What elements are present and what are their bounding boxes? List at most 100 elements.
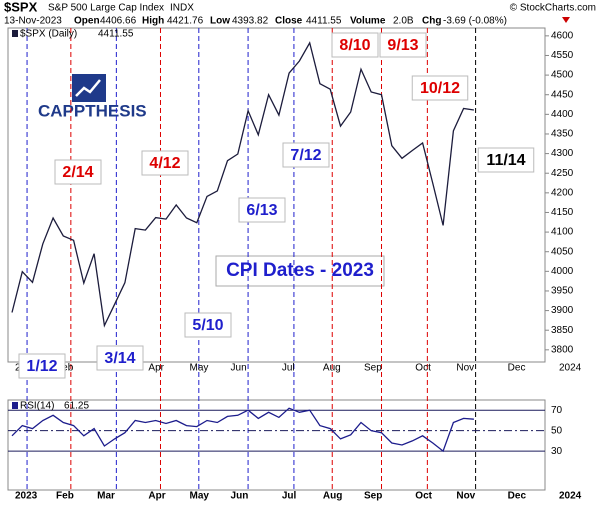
y-tick-label: 3900 bbox=[551, 305, 574, 316]
symbol: $SPX bbox=[4, 0, 38, 14]
logo-text: CAPPTHESIS bbox=[38, 101, 147, 120]
cpi-label: 4/12 bbox=[149, 155, 180, 172]
chg-label: Chg bbox=[422, 16, 441, 27]
cpi-label-box bbox=[18, 353, 66, 379]
cpi-label: 8/10 bbox=[339, 37, 370, 54]
cpi-label: 5/10 bbox=[192, 317, 223, 334]
x-tick-label: Apr bbox=[148, 491, 165, 502]
y-tick-label: 4200 bbox=[551, 187, 574, 198]
y-tick-label: 30 bbox=[551, 446, 563, 457]
cpi-label-box bbox=[331, 32, 379, 58]
price-panel bbox=[7, 27, 546, 363]
cpi-label-box bbox=[141, 150, 189, 176]
cpi-label: 1/12 bbox=[26, 358, 57, 375]
cpi-label-box bbox=[282, 142, 330, 168]
y-tick-label: 3800 bbox=[551, 344, 574, 355]
cpi-label-box bbox=[379, 32, 427, 58]
cpi-label-box bbox=[54, 159, 102, 185]
chg: -3.69 (-0.08%) bbox=[443, 16, 507, 27]
source: © StockCharts.com bbox=[510, 3, 596, 14]
cpi-label-box bbox=[184, 312, 232, 338]
close-label: Close bbox=[275, 16, 303, 27]
y-tick-label: 4350 bbox=[551, 129, 574, 140]
cpi-label: 6/13 bbox=[246, 202, 277, 219]
x-tick-label: Dec bbox=[508, 363, 526, 374]
y-tick-label: 3950 bbox=[551, 286, 574, 297]
x-tick-label: Jun bbox=[231, 363, 247, 374]
y-tick-label: 4550 bbox=[551, 50, 574, 61]
y-tick-label: 4500 bbox=[551, 70, 574, 81]
legend-swatch bbox=[12, 402, 18, 409]
x-tick-label: 2024 bbox=[559, 363, 582, 374]
x-tick-label: Dec bbox=[508, 491, 527, 502]
date: 13-Nov-2023 bbox=[4, 16, 62, 27]
y-tick-label: 4400 bbox=[551, 109, 574, 120]
x-tick-label: May bbox=[189, 363, 208, 374]
y-tick-label: 70 bbox=[551, 405, 563, 416]
y-tick-label: 4300 bbox=[551, 148, 574, 159]
x-tick-label: Sep bbox=[364, 491, 382, 502]
x-tick-label: Oct bbox=[415, 363, 431, 374]
exchange: INDX bbox=[170, 3, 194, 14]
y-tick-label: 50 bbox=[551, 425, 563, 436]
y-tick-label: 4100 bbox=[551, 227, 574, 238]
chart-title: CPI Dates - 2023 bbox=[226, 260, 374, 281]
legend-name: $SPX (Daily) bbox=[20, 29, 77, 40]
cpi-label: 11/14 bbox=[486, 152, 525, 169]
volume-label: Volume bbox=[350, 16, 386, 27]
legend-value: 4411.55 bbox=[98, 29, 134, 40]
legend-swatch bbox=[12, 30, 18, 37]
cpi-label: 9/13 bbox=[387, 37, 418, 54]
cpi-label-box bbox=[411, 75, 469, 101]
cpi-label-box bbox=[477, 147, 535, 173]
title-box bbox=[215, 255, 385, 287]
index-name: S&P 500 Large Cap Index bbox=[48, 3, 164, 14]
cpi-label: 3/14 bbox=[104, 350, 135, 367]
y-tick-label: 4050 bbox=[551, 246, 574, 257]
open: 4406.66 bbox=[100, 16, 137, 27]
x-tick-label: 2024 bbox=[559, 491, 582, 502]
series-line bbox=[11, 407, 474, 453]
y-tick-label: 4450 bbox=[551, 89, 574, 100]
y-tick-label: 4600 bbox=[551, 30, 574, 41]
high-label: High bbox=[142, 16, 164, 27]
open-label: Open bbox=[74, 16, 100, 27]
x-tick-label: Sep bbox=[364, 363, 382, 374]
low-label: Low bbox=[210, 16, 230, 27]
y-tick-label: 4250 bbox=[551, 168, 574, 179]
x-tick-label: Aug bbox=[323, 491, 342, 502]
logo-icon bbox=[72, 74, 106, 102]
x-tick-label: Jul bbox=[282, 363, 295, 374]
rsi-panel bbox=[7, 399, 546, 491]
close: 4411.55 bbox=[306, 16, 342, 27]
cpi-label-box bbox=[238, 197, 286, 223]
high: 4421.76 bbox=[167, 16, 204, 27]
y-tick-label: 4000 bbox=[551, 266, 574, 277]
legend-value: 61.25 bbox=[64, 401, 89, 412]
legend-name: RSI(14) bbox=[20, 401, 54, 412]
x-tick-label: Feb bbox=[56, 491, 74, 502]
series-line bbox=[11, 41, 474, 328]
x-tick-label: Jun bbox=[231, 491, 249, 502]
y-tick-label: 4150 bbox=[551, 207, 574, 218]
x-tick-label: Jul bbox=[282, 491, 297, 502]
cpi-label: 10/12 bbox=[420, 80, 460, 97]
x-tick-label: May bbox=[189, 491, 209, 502]
x-tick-label: Nov bbox=[456, 363, 474, 374]
x-tick-label: Apr bbox=[148, 363, 164, 374]
cpi-label-box bbox=[96, 345, 144, 371]
x-tick-label: Nov bbox=[456, 491, 475, 502]
x-tick-label: Oct bbox=[415, 491, 432, 502]
logo-icon-line bbox=[75, 79, 101, 97]
x-tick-label: 2023 bbox=[15, 491, 38, 502]
down-arrow bbox=[562, 17, 570, 23]
x-tick-label: Aug bbox=[323, 363, 341, 374]
cpi-label: 7/12 bbox=[290, 147, 321, 164]
cpi-label: 2/14 bbox=[62, 164, 93, 181]
volume: 2.0B bbox=[393, 16, 414, 27]
low: 4393.82 bbox=[232, 16, 269, 27]
y-tick-label: 3850 bbox=[551, 325, 574, 336]
logo: CAPPTHESIS bbox=[38, 74, 147, 120]
